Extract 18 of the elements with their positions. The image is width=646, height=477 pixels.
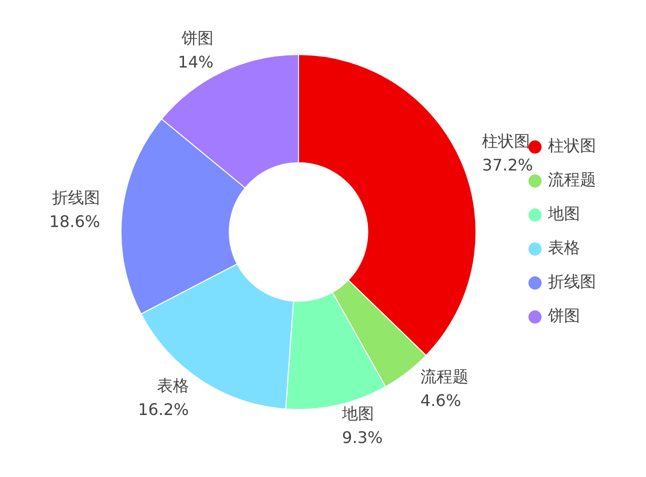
data-label: 37.2% (482, 155, 534, 174)
legend-label: 柱状图 (548, 136, 596, 156)
slice-label: 地图 (341, 404, 374, 423)
data-label: 16.2% (138, 400, 189, 419)
slice-label: 饼图 (180, 28, 214, 48)
legend-label: 地图 (547, 204, 580, 224)
legend-label: 饼图 (547, 306, 580, 326)
slice-label: 流程题 (420, 367, 468, 386)
legend-label: 折线图 (548, 272, 596, 292)
legend-label: 表格 (548, 238, 580, 258)
data-label: 14% (178, 52, 214, 72)
data-label: 4.6% (420, 391, 462, 410)
data-label: 9.3% (342, 428, 383, 447)
slice-label: 柱状图 (482, 131, 530, 150)
legend-label: 流程题 (548, 170, 596, 190)
data-label: 18.6% (49, 212, 100, 232)
slice-label: 折线图 (52, 188, 100, 208)
slice-label: 表格 (156, 376, 189, 395)
